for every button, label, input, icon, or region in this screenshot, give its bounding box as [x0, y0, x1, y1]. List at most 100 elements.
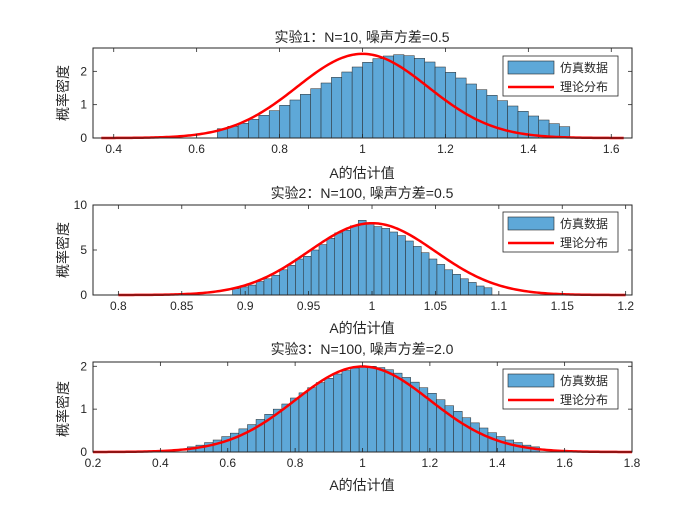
y-axis-label: 概率密度 — [55, 222, 71, 278]
y-tick-label: 0 — [80, 445, 87, 459]
histogram-bar — [397, 235, 406, 296]
histogram-bar — [476, 285, 485, 296]
x-tick-label: 0.4 — [152, 456, 169, 470]
histogram-bar — [381, 228, 391, 296]
histogram-bar — [389, 231, 398, 296]
histogram-bar — [255, 281, 265, 296]
x-tick-label: 0.8 — [287, 456, 304, 470]
histogram-bar — [358, 220, 367, 296]
histogram-bar — [496, 436, 506, 453]
histogram-bar — [483, 287, 493, 296]
histogram-bar — [307, 387, 317, 453]
histogram-bar — [414, 58, 425, 139]
histogram-bar — [384, 369, 394, 453]
x-tick-label: 0.8 — [110, 299, 127, 313]
histogram-bar — [281, 403, 291, 453]
legend-swatch-histogram — [507, 60, 555, 75]
legend-label-histogram: 仿真数据 — [560, 216, 608, 231]
histogram-bar — [373, 226, 383, 296]
histogram-bar — [428, 258, 438, 296]
histogram-bar — [476, 89, 488, 139]
x-tick-label: 0.6 — [219, 456, 236, 470]
legend: 仿真数据 理论分布 — [502, 368, 619, 410]
histogram-bar — [298, 392, 308, 453]
x-tick-label: 1.2 — [422, 456, 439, 470]
theory-curve — [93, 365, 632, 454]
histogram-bar — [351, 66, 363, 139]
histogram-bar — [382, 55, 394, 139]
y-tick-label: 2 — [80, 64, 87, 78]
x-tick-label: 1.2 — [617, 299, 634, 313]
histogram-bar — [436, 264, 446, 296]
histogram-bar — [310, 88, 322, 139]
x-tick-label: 1 — [369, 299, 376, 313]
histogram-bar — [350, 225, 359, 296]
x-axis-label: A的估计值 — [329, 477, 394, 493]
y-tick-label: 0 — [80, 131, 87, 145]
histogram-bar — [247, 284, 257, 296]
histogram-bar — [486, 95, 498, 139]
histogram-bar — [497, 100, 508, 139]
theory-curve — [101, 52, 624, 140]
histogram-bar — [341, 71, 353, 139]
x-tick-label: 1.05 — [424, 299, 448, 313]
histogram-bar — [362, 62, 374, 139]
histogram-bar — [289, 99, 301, 139]
histogram-bar — [372, 58, 384, 139]
y-tick-label: 2 — [80, 359, 87, 373]
histogram-bar — [331, 77, 343, 139]
histogram-bar — [470, 422, 480, 453]
x-tick-label: 0.95 — [297, 299, 321, 313]
x-tick-label: 1.1 — [490, 299, 507, 313]
histogram-bar — [434, 66, 446, 139]
histogram-bar — [341, 370, 351, 453]
histogram-bar — [290, 397, 300, 453]
histogram-bar — [271, 274, 280, 296]
y-tick-label: 5 — [80, 243, 87, 257]
histogram-bar — [334, 232, 343, 296]
x-axis-label: A的估计值 — [329, 165, 394, 181]
chart-panel-2: 实验2：N=100, 噪声方差=0.5 0.8 0.85 0.9 0.95 1 1.05 1… — [55, 185, 634, 336]
y-tick-label: 10 — [74, 198, 88, 212]
legend-swatch-histogram — [507, 373, 555, 388]
x-tick-label: 1.4 — [489, 456, 506, 470]
histogram-bar — [258, 115, 270, 139]
histogram-bar — [295, 258, 304, 296]
x-tick-label: 0.4 — [105, 142, 122, 156]
histogram-bar — [342, 229, 351, 296]
histogram-bar — [333, 373, 343, 453]
histogram-bar — [232, 288, 241, 296]
legend-swatch-histogram — [507, 216, 555, 231]
theory-curve — [118, 221, 626, 297]
x-tick-label: 0.9 — [237, 299, 254, 313]
histogram-bar — [413, 246, 422, 296]
chart-title: 实验1：N=10, 噪声方差=0.5 — [274, 29, 449, 45]
histogram-bar — [405, 240, 414, 296]
histogram-bar — [393, 372, 403, 453]
y-axis-label: 概率密度 — [55, 381, 71, 437]
x-tick-label: 1.4 — [520, 142, 537, 156]
histogram-bar — [315, 382, 326, 453]
histogram-bar — [468, 282, 477, 296]
histogram-bar — [401, 377, 411, 453]
axis-ticks: 0.8 0.85 0.9 0.95 1 1.05 1.1 1.15 1.2 0 5 10 — [74, 198, 635, 313]
histogram-bar — [320, 82, 332, 139]
y-axis-label: 概率密度 — [55, 65, 71, 121]
histogram-bars — [187, 366, 540, 453]
histogram-bar — [318, 244, 328, 296]
y-tick-label: 1 — [80, 98, 87, 112]
legend-label-line: 理论分布 — [560, 393, 608, 407]
histogram-bar — [420, 252, 430, 296]
histogram-bar — [479, 427, 489, 453]
histogram-bar — [376, 367, 386, 453]
histogram-bar — [287, 265, 296, 296]
histogram-bar — [444, 269, 453, 296]
histogram-bar — [452, 274, 461, 296]
histogram-bar — [279, 105, 291, 139]
chart-panel-1: 实验1：N=10, 噪声方差=0.5 0.4 0.6 0.8 1 1.2 1.4 1.6 0 1… — [55, 29, 633, 181]
legend-label-line: 理论分布 — [560, 80, 608, 94]
chart-panel-3: 实验3：N=100, 噪声方差=2.0 0.2 0.4 0.6 0.8 1 1.2 1.4 1… — [55, 341, 641, 493]
legend-label-histogram: 仿真数据 — [560, 60, 608, 75]
legend: 仿真数据 理论分布 — [502, 55, 619, 97]
